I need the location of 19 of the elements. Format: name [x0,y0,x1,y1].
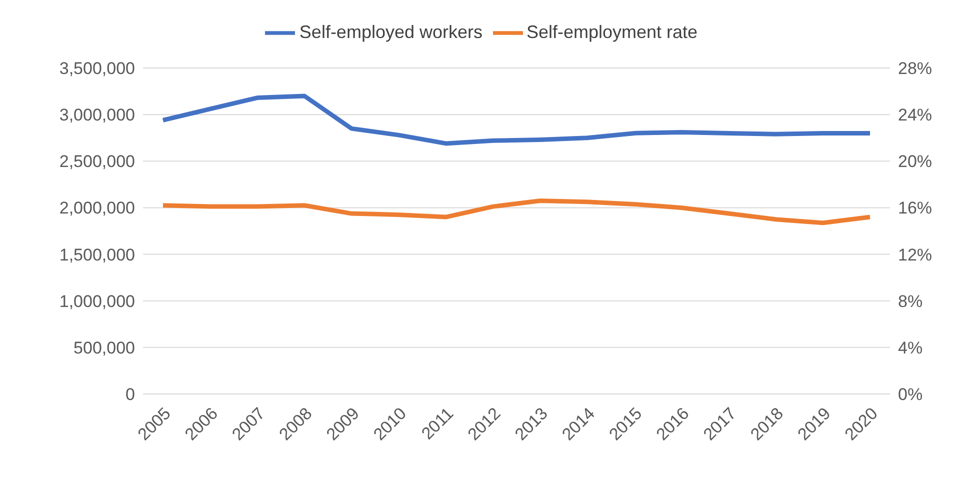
y-tick-label: 3,000,000 [59,106,135,125]
y-tick-label: 500,000 [74,338,135,358]
y-tick-label: 0 [126,385,135,404]
y-tick-label: 3,500,000 [59,59,135,78]
y2-tick-label: 16% [898,198,932,218]
y2-tick-label: 0% [898,385,923,404]
y2-tick-label: 8% [898,292,923,311]
y2-tick-label: 12% [898,245,932,264]
legend-label: Self-employed workers [299,22,482,42]
y2-tick-label: 20% [898,152,932,172]
y2-tick-label: 24% [898,106,932,125]
y-tick-label: 2,500,000 [59,152,135,172]
y-tick-label: 1,000,000 [59,292,135,311]
legend-label: Self-employment rate [526,22,698,42]
y2-tick-label: 4% [898,338,923,358]
y2-tick-label: 28% [898,59,932,78]
line-series [160,198,872,226]
y-tick-label: 1,500,000 [59,245,135,264]
y-tick-label: 2,000,000 [59,198,135,218]
